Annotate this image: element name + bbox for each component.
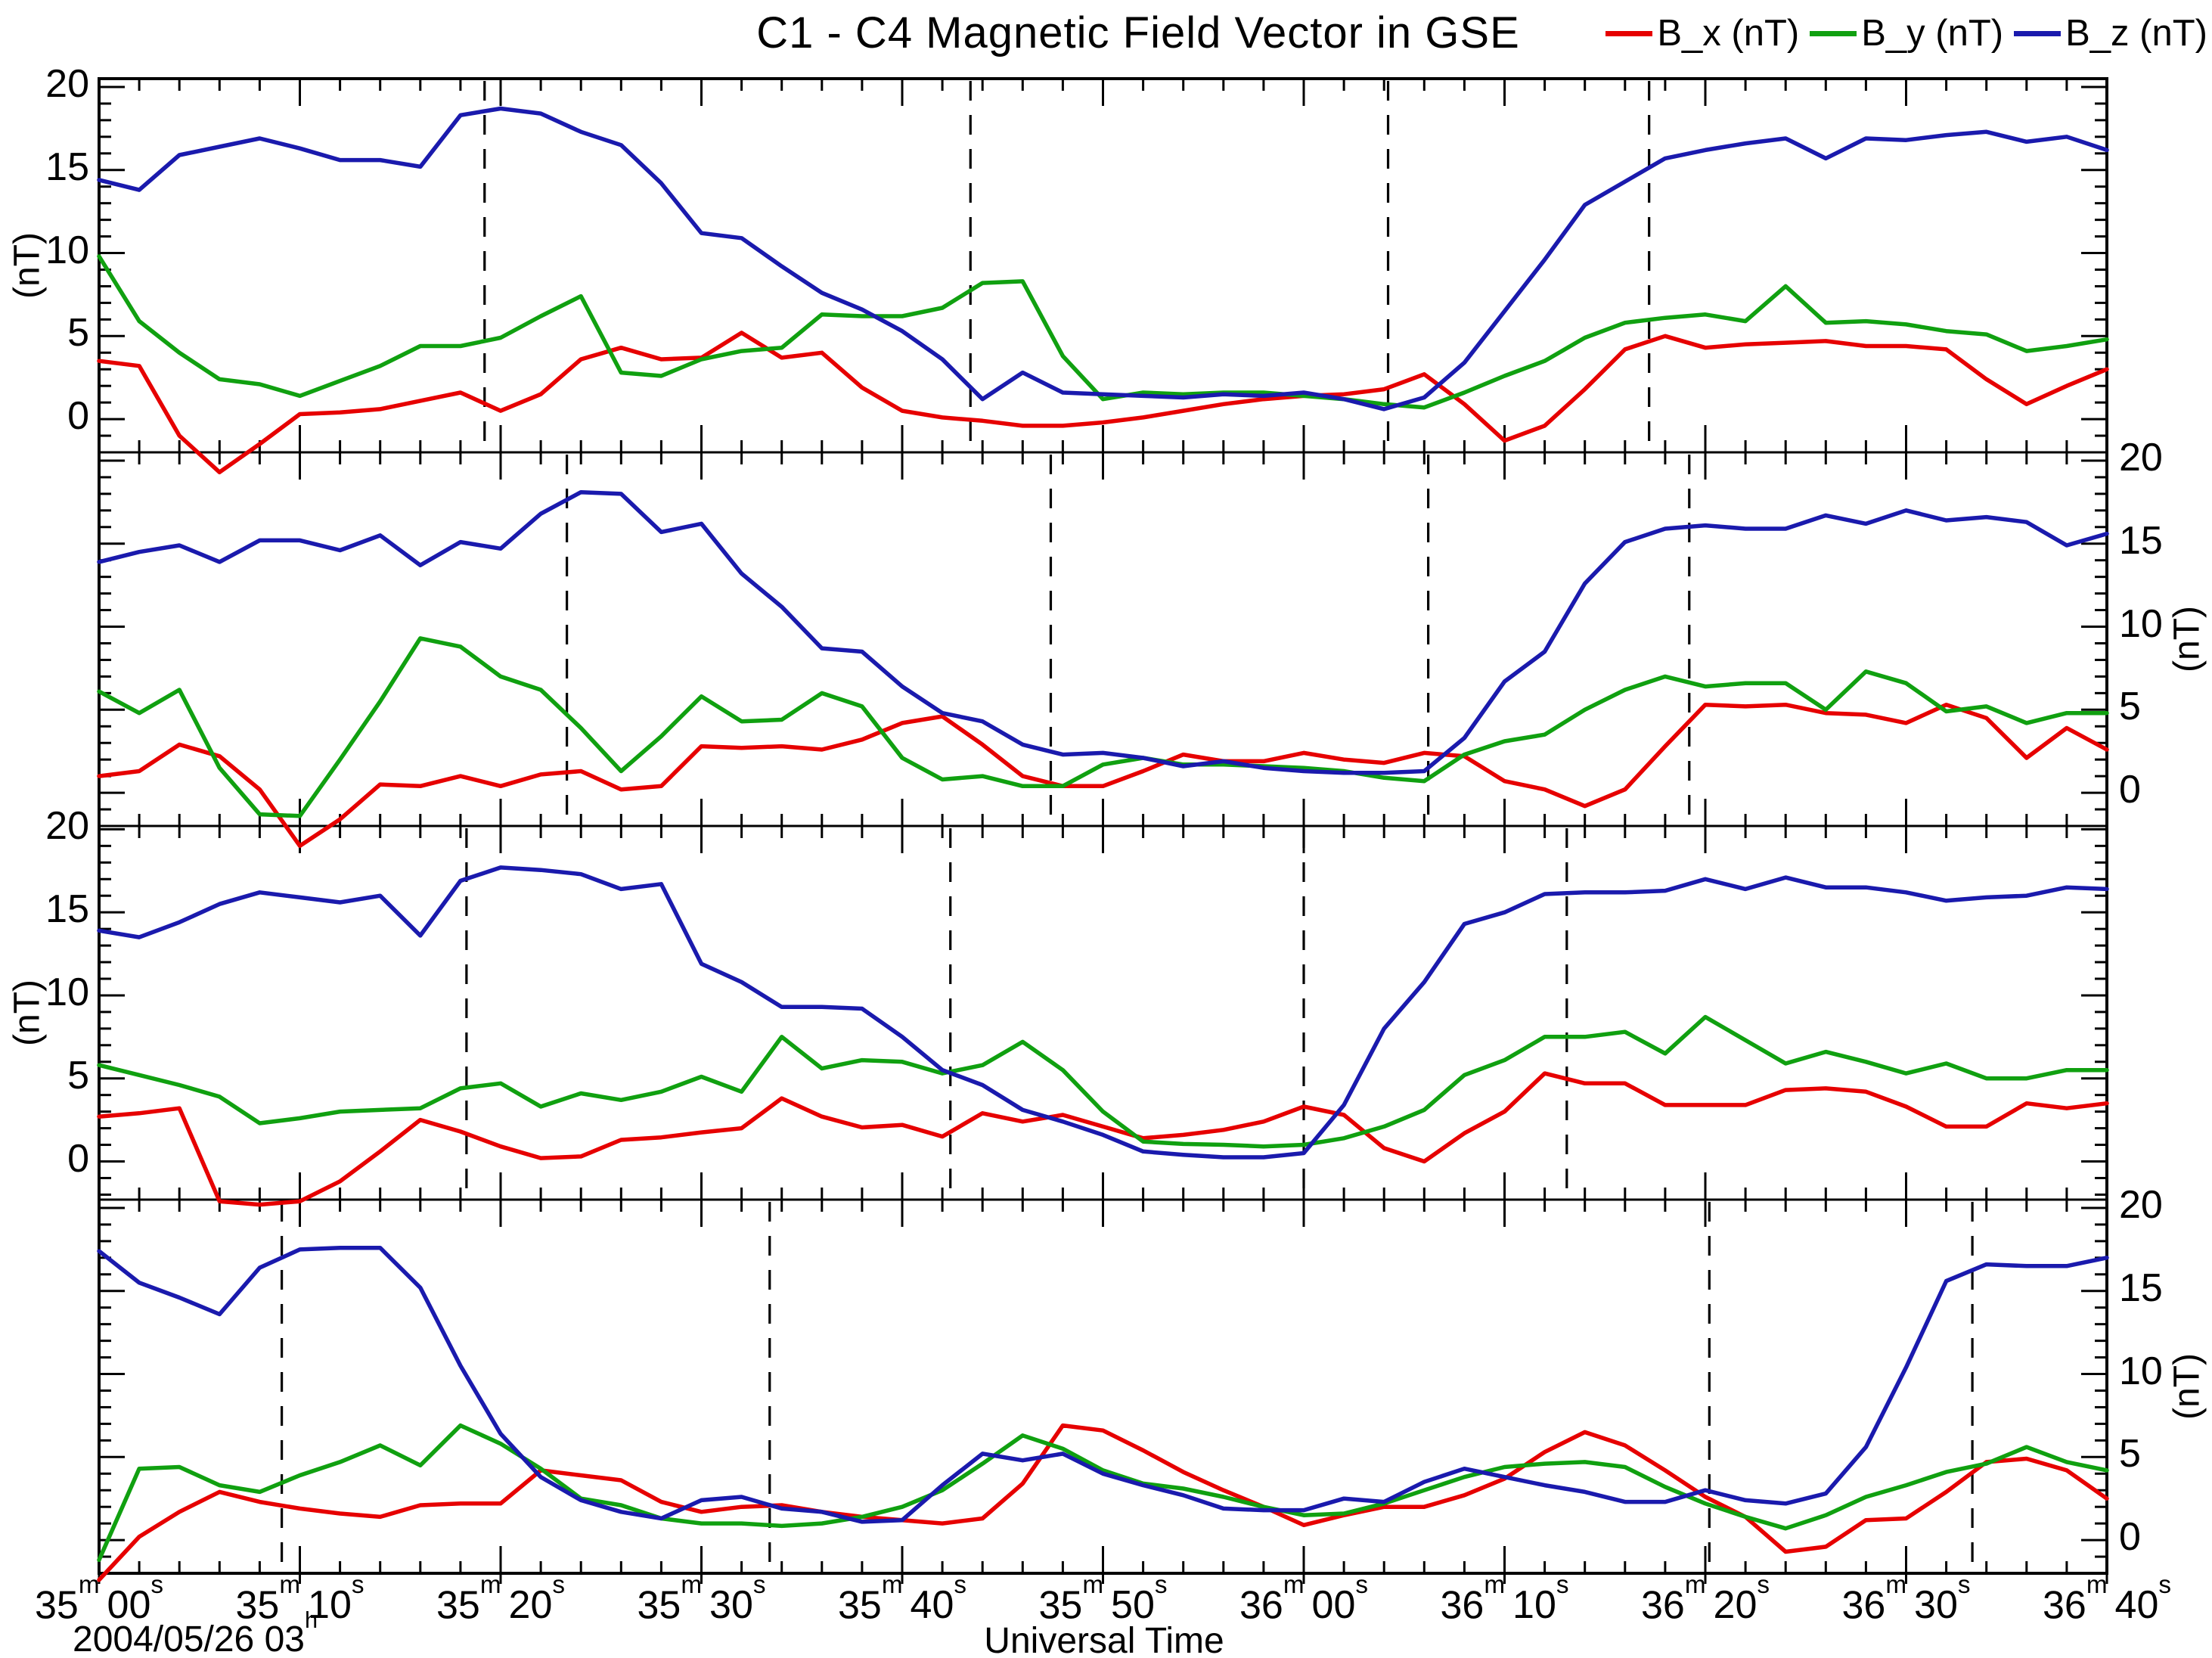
y-tick-label: 10 (45, 970, 89, 1014)
x-tick-label: 35m 50s (1038, 1571, 1168, 1628)
x-tick-label: 36m 40s (2042, 1571, 2172, 1628)
date-label: 2004/05/26 03h (73, 1607, 318, 1658)
y-tick-label: 5 (67, 1053, 89, 1098)
legend-swatch-B_x (1605, 30, 1653, 36)
series-B_y-C1 (97, 254, 2109, 410)
x-tick-label: 35m 00s (34, 1571, 164, 1628)
legend-label-B_x: B_x (nT) (1657, 13, 1800, 54)
y-tick-label: 5 (2119, 1432, 2141, 1476)
x-tick-label: 36m 30s (1841, 1571, 1971, 1628)
series-B_x-C2 (97, 702, 2109, 849)
x-tick-label: 35m 40s (837, 1571, 967, 1628)
series-B_z-C4 (97, 1245, 2109, 1524)
y-tick-label: 0 (67, 1136, 89, 1181)
y-tick-label: 10 (45, 228, 89, 272)
chart-title: C1 - C4 Magnetic Field Vector in GSE (756, 8, 1520, 57)
y-axis-title: (nT) (7, 980, 48, 1046)
y-tick-label: 20 (2119, 435, 2163, 480)
legend-item-B_x: B_x (nT) (1605, 12, 1799, 54)
x-tick-label: 36m 10s (1440, 1571, 1569, 1628)
legend-label-B_z: B_z (nT) (2065, 13, 2207, 54)
x-tick-label: 35m 30s (637, 1571, 766, 1628)
y-tick-label: 15 (45, 144, 89, 189)
y-tick-label: 0 (67, 394, 89, 439)
series-B_z-C2 (97, 489, 2109, 775)
y-axis-title: (nT) (2167, 1353, 2207, 1420)
y-tick-label: 0 (2119, 1515, 2141, 1560)
series-B_x-C1 (97, 331, 2109, 475)
legend-swatch-B_y (1810, 30, 1857, 36)
series-B_x-C3 (97, 1071, 2109, 1207)
legend-swatch-B_z (2014, 30, 2062, 36)
series-B_y-C2 (97, 636, 2109, 818)
legend-item-B_z: B_z (nT) (2014, 12, 2207, 54)
legend-label-B_y: B_y (nT) (1861, 13, 2004, 54)
x-axis-title: Universal Time (984, 1621, 1224, 1658)
legend: B_x (nT) B_y (nT) B_z (nT) (1605, 12, 2207, 54)
x-tick-label: 35m 10s (235, 1571, 365, 1628)
y-tick-label: 20 (2119, 1182, 2163, 1227)
y-tick-label: 15 (2119, 518, 2163, 563)
x-tick-label: 35m 20s (436, 1571, 566, 1628)
y-tick-label: 10 (2119, 1349, 2163, 1393)
y-tick-label: 5 (67, 311, 89, 356)
y-tick-label: 20 (45, 804, 89, 849)
series-B_z-C1 (97, 106, 2109, 411)
y-axis-title: (nT) (2167, 606, 2207, 672)
y-tick-label: 10 (2119, 601, 2163, 646)
x-tick-label: 36m 00s (1239, 1571, 1369, 1628)
series-B_x-C4 (97, 1423, 2109, 1582)
y-tick-label: 20 (45, 61, 89, 106)
series-B_y-C4 (97, 1423, 2109, 1563)
series-B_y-C3 (97, 1014, 2109, 1149)
y-tick-label: 5 (2119, 685, 2141, 729)
y-tick-label: 15 (45, 887, 89, 932)
x-tick-label: 36m 20s (1640, 1571, 1770, 1628)
series-B_z-C3 (97, 865, 2109, 1160)
y-tick-label: 15 (2119, 1265, 2163, 1310)
y-tick-label: 0 (2119, 768, 2141, 812)
y-axis-title: (nT) (7, 232, 48, 299)
legend-item-B_y: B_y (nT) (1810, 12, 2003, 54)
